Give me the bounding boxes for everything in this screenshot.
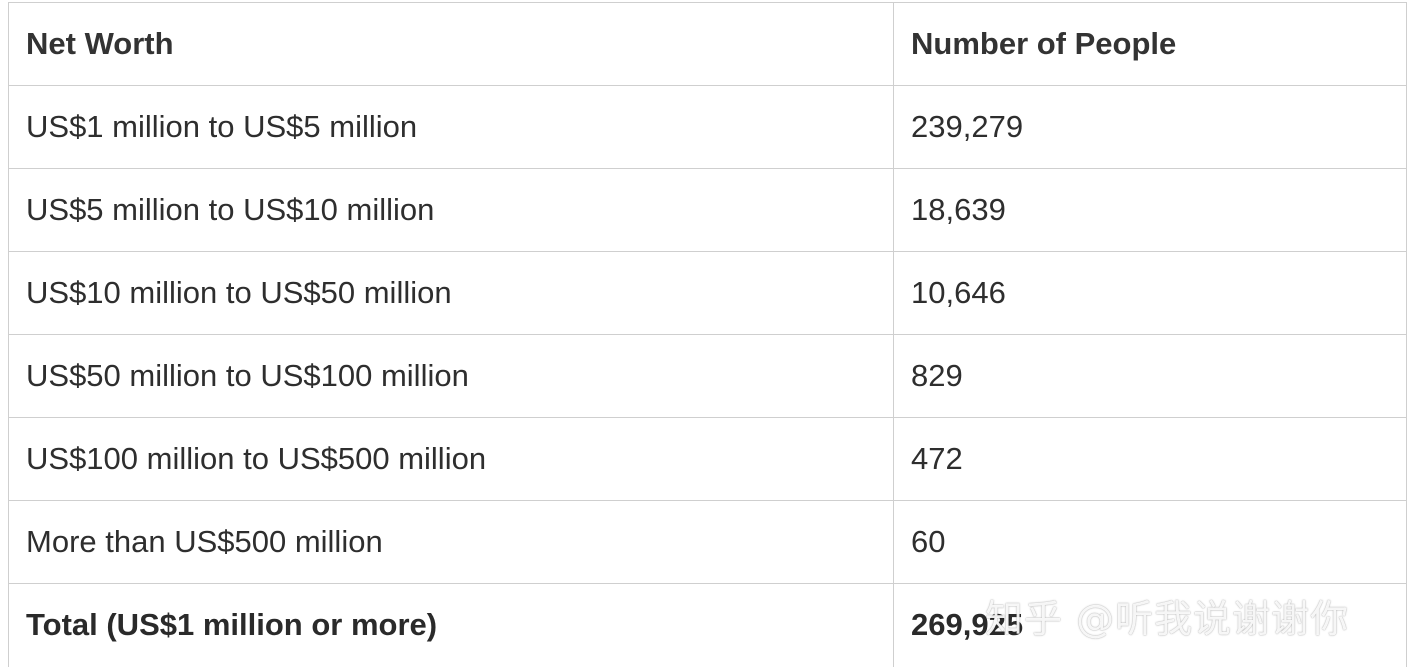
net-worth-cell: US$100 million to US$500 million	[8, 417, 894, 501]
table-total-row: Total (US$1 million or more) 269,925	[8, 583, 1407, 667]
net-worth-cell: US$50 million to US$100 million	[8, 334, 894, 418]
table-row: More than US$500 million 60	[8, 500, 1407, 584]
people-count-cell: 239,279	[893, 85, 1407, 169]
people-count-cell: 18,639	[893, 168, 1407, 252]
table-row: US$50 million to US$100 million 829	[8, 334, 1407, 418]
people-count-cell: 829	[893, 334, 1407, 418]
table-row: US$5 million to US$10 million 18,639	[8, 168, 1407, 252]
table-row: US$100 million to US$500 million 472	[8, 417, 1407, 501]
people-count-cell: 472	[893, 417, 1407, 501]
table-row: US$1 million to US$5 million 239,279	[8, 85, 1407, 169]
net-worth-cell: More than US$500 million	[8, 500, 894, 584]
net-worth-table: Net Worth Number of People US$1 million …	[8, 2, 1407, 667]
total-label-cell: Total (US$1 million or more)	[8, 583, 894, 667]
net-worth-cell: US$1 million to US$5 million	[8, 85, 894, 169]
net-worth-cell: US$5 million to US$10 million	[8, 168, 894, 252]
people-count-cell: 60	[893, 500, 1407, 584]
table-row: US$10 million to US$50 million 10,646	[8, 251, 1407, 335]
net-worth-cell: US$10 million to US$50 million	[8, 251, 894, 335]
table-header-row: Net Worth Number of People	[8, 2, 1407, 86]
total-count-cell: 269,925	[893, 583, 1407, 667]
header-net-worth: Net Worth	[8, 2, 894, 86]
header-number-of-people: Number of People	[893, 2, 1407, 86]
people-count-cell: 10,646	[893, 251, 1407, 335]
net-worth-table-container: Net Worth Number of People US$1 million …	[8, 2, 1407, 670]
